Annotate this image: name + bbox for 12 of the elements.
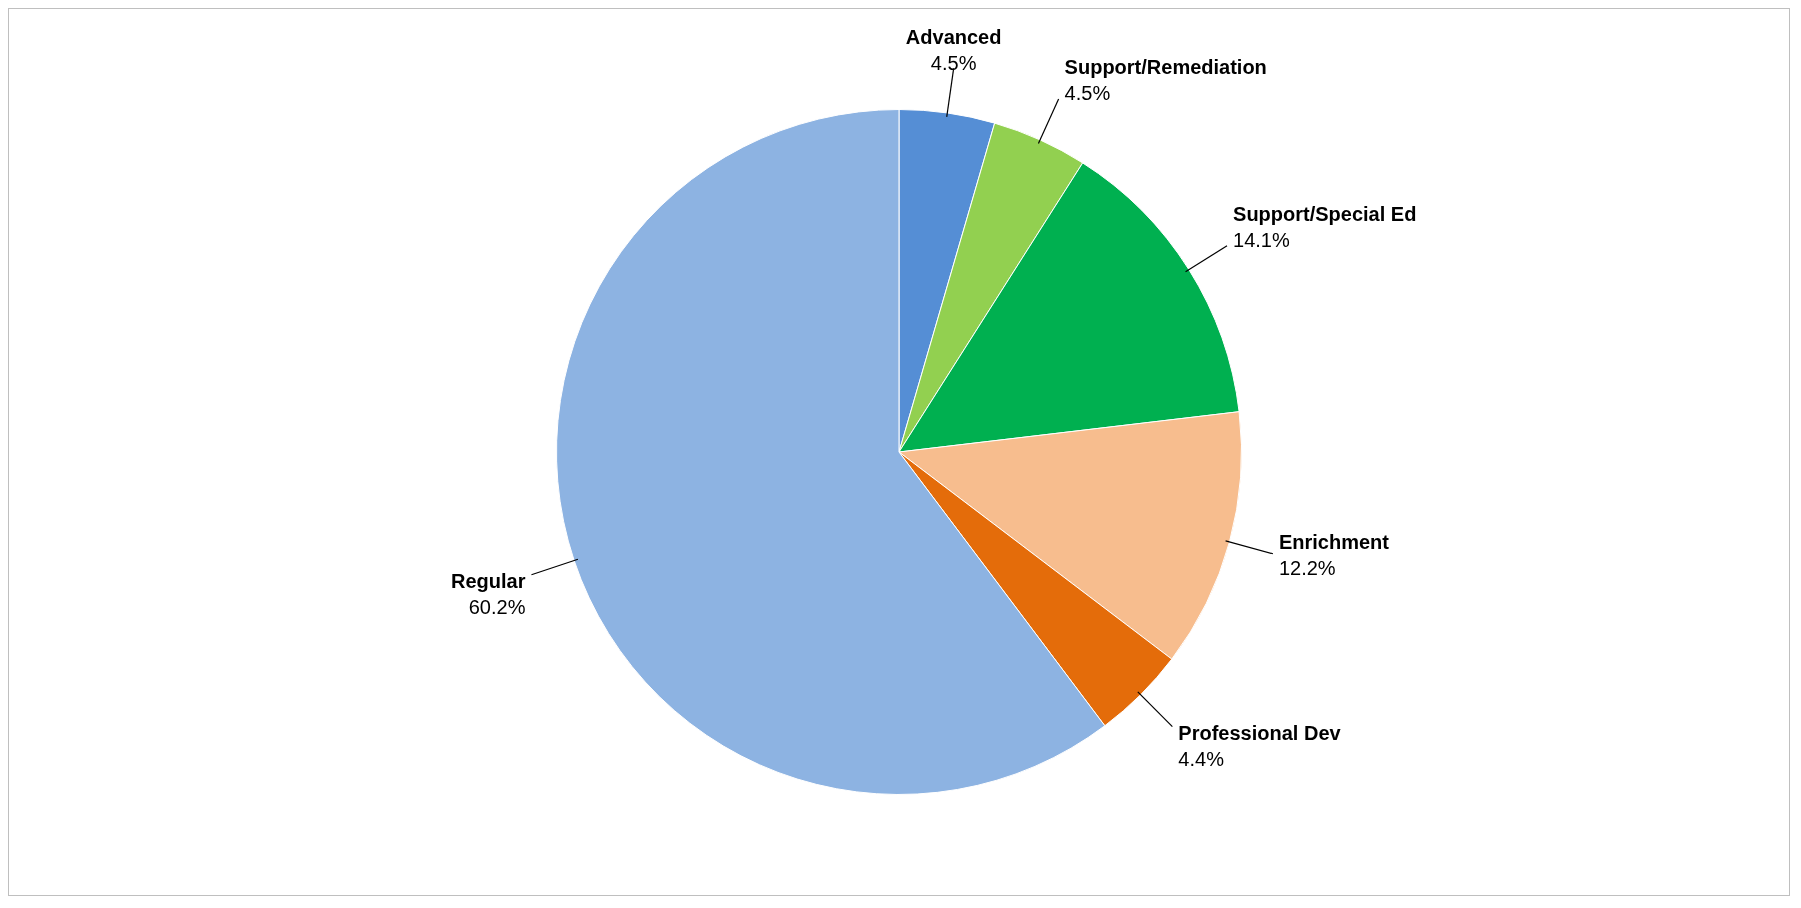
data-label: 14.1% — [1233, 229, 1290, 252]
slice-label: Professional Dev — [1178, 722, 1342, 745]
slice-label: Support/Remediation — [1064, 56, 1267, 79]
slice-label: Advanced — [905, 25, 1002, 48]
data-label: 12.2% — [1278, 557, 1336, 580]
slice-label: Support/Special Ed — [1233, 203, 1417, 226]
slice-label: Enrichment — [1278, 531, 1390, 554]
data-label: 4.4% — [1178, 748, 1225, 771]
data-label: 4.5% — [930, 51, 977, 74]
data-label: 4.5% — [1064, 82, 1111, 105]
slice-label: Regular — [450, 570, 526, 593]
data-label: 60.2% — [468, 596, 526, 619]
